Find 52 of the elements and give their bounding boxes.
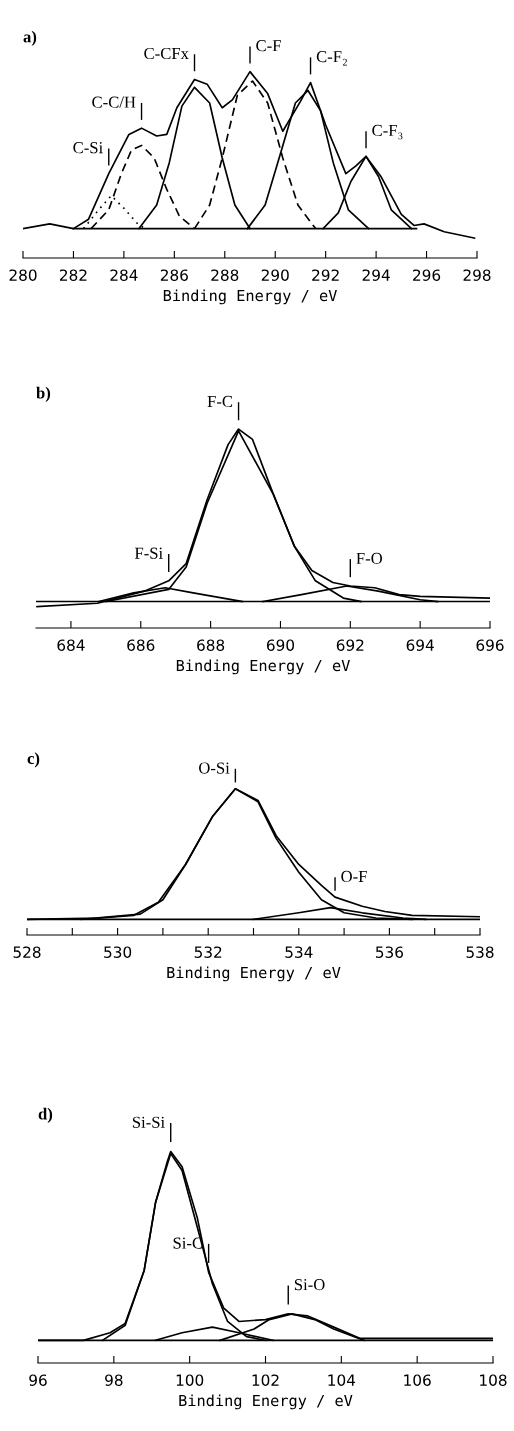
x-tick-label: 298 [463, 269, 491, 281]
annotation: Si-C [173, 1237, 203, 1249]
chart-title: b) [36, 386, 51, 402]
x-tick-label: 538 [466, 946, 494, 958]
x-tick-label: 294 [362, 269, 390, 281]
annotation: F-C [207, 395, 233, 408]
chart-title: d) [38, 1107, 53, 1123]
annotation: F-O [356, 552, 383, 564]
x-tick-label: 530 [104, 946, 132, 958]
x-tick-label: 98 [105, 1374, 123, 1386]
annotation: F-Si [134, 547, 163, 559]
x-tick-label: 528 [13, 946, 41, 958]
x-tick-label: 104 [328, 1374, 356, 1386]
annotation: Si-O [294, 1279, 325, 1291]
chart-title: c) [27, 752, 40, 768]
x-tick-label: 692 [336, 639, 364, 651]
x-tick-label: 536 [376, 946, 404, 958]
x-tick-label: 290 [261, 269, 289, 281]
x-tick-label: 288 [211, 269, 239, 281]
x-tick-label: 282 [59, 269, 87, 281]
x-tick-label: 684 [57, 639, 85, 651]
annotation: C-Si [73, 142, 103, 154]
annotation: C-F₃ [372, 124, 403, 140]
x-axis-title: Binding Energy / eV [179, 1394, 353, 1410]
x-tick-label: 686 [127, 639, 155, 651]
x-tick-label: 534 [285, 946, 313, 958]
x-tick-label: 694 [406, 639, 434, 651]
x-tick-label: 280 [9, 269, 37, 281]
x-tick-label: 286 [160, 269, 188, 281]
x-tick-label: 688 [197, 639, 225, 651]
annotation: O-F [341, 870, 367, 883]
x-tick-label: 284 [110, 269, 138, 281]
x-axis-title: Binding Energy / eV [176, 659, 350, 675]
annotation: C-F₂ [316, 51, 347, 66]
x-axis-title: Binding Energy / eV [167, 966, 341, 982]
x-tick-label: 106 [404, 1374, 431, 1386]
x-tick-label: 102 [252, 1374, 279, 1386]
x-tick-label: 96 [29, 1374, 47, 1386]
chart-title: a) [23, 30, 37, 46]
x-tick-label: 296 [413, 269, 441, 281]
annotation: C-F [256, 40, 281, 52]
x-axis-title: Binding Energy / eV [163, 289, 337, 305]
x-tick-label: 696 [476, 639, 504, 651]
x-tick-label: 690 [266, 639, 295, 651]
annotation: C-C/H [92, 96, 136, 108]
annotation: O-Si [199, 762, 230, 774]
x-tick-label: 108 [480, 1374, 507, 1386]
annotation: C-CFx [144, 47, 189, 60]
x-tick-label: 532 [194, 946, 222, 958]
x-tick-label: 100 [176, 1374, 204, 1386]
x-tick-label: 292 [312, 269, 339, 281]
annotation: Si-Si [132, 1116, 165, 1128]
